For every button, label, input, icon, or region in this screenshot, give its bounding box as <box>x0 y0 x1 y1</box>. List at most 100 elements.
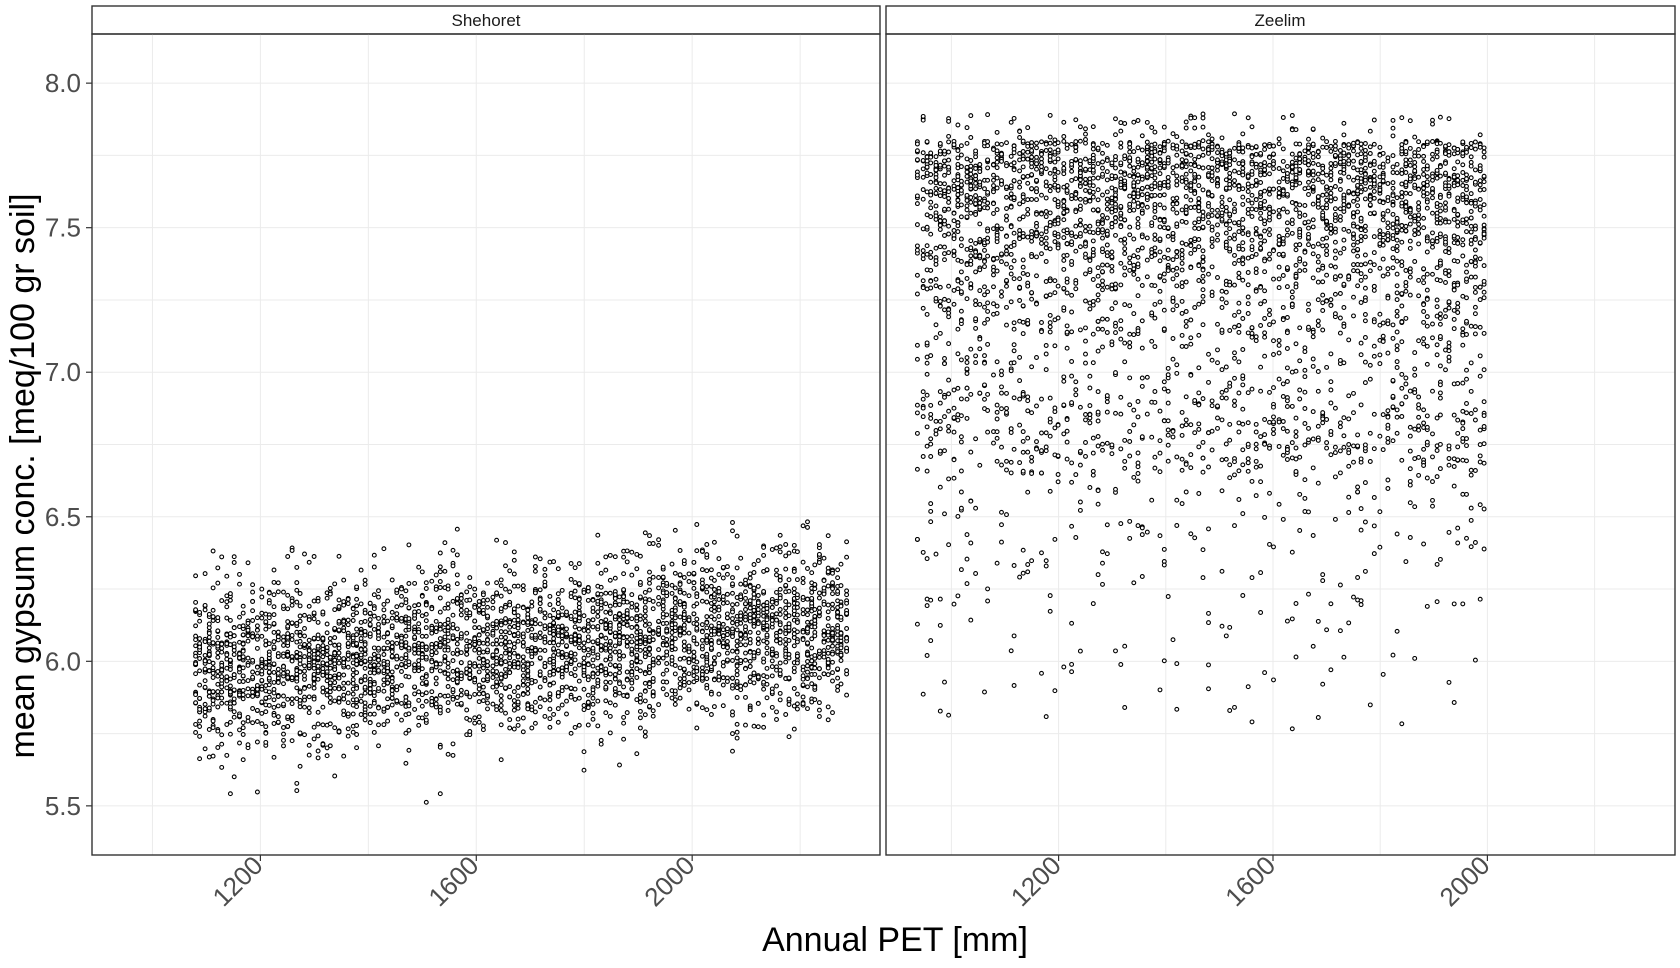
scatter-point <box>424 626 428 630</box>
scatter-point <box>264 710 268 714</box>
scatter-point <box>1091 436 1095 440</box>
scatter-point <box>337 651 341 655</box>
scatter-point <box>822 655 826 659</box>
scatter-point <box>1005 279 1009 283</box>
scatter-point <box>1123 706 1127 710</box>
scatter-point <box>983 187 987 191</box>
scatter-point <box>748 572 752 576</box>
scatter-point <box>916 411 920 415</box>
scatter-point <box>731 749 735 753</box>
scatter-point <box>260 616 264 620</box>
scatter-point <box>512 699 516 703</box>
scatter-point <box>1128 194 1132 198</box>
scatter-point <box>765 652 769 656</box>
scatter-point <box>1044 215 1048 219</box>
scatter-point <box>1009 427 1013 431</box>
scatter-point <box>346 636 350 640</box>
scatter-point <box>220 555 224 559</box>
scatter-point <box>1074 536 1078 540</box>
scatter-point <box>1021 469 1025 473</box>
scatter-point <box>845 627 849 631</box>
scatter-point <box>826 534 830 538</box>
scatter-point <box>986 240 990 244</box>
scatter-point <box>1070 293 1074 297</box>
scatter-point <box>599 742 603 746</box>
scatter-point <box>1030 291 1034 295</box>
scatter-point <box>1105 143 1109 147</box>
scatter-point <box>521 659 525 663</box>
scatter-point <box>1018 461 1022 465</box>
scatter-point <box>395 633 399 637</box>
scatter-point <box>1053 538 1057 542</box>
scatter-point <box>721 641 725 645</box>
scatter-point <box>787 626 791 630</box>
scatter-point <box>1005 245 1009 249</box>
scatter-point <box>604 568 608 572</box>
scatter-point <box>1062 218 1066 222</box>
scatter-point <box>929 437 933 441</box>
scatter-point <box>687 688 691 692</box>
scatter-point <box>651 575 655 579</box>
scatter-point <box>969 618 973 622</box>
scatter-point <box>1048 293 1052 297</box>
scatter-point <box>657 656 661 660</box>
scatter-point <box>995 410 999 414</box>
scatter-point <box>604 623 608 627</box>
scatter-point <box>395 665 399 669</box>
scatter-point <box>1079 139 1083 143</box>
scatter-point <box>618 691 622 695</box>
scatter-point <box>792 544 796 548</box>
scatter-point <box>678 600 682 604</box>
scatter-point <box>921 115 925 119</box>
scatter-point <box>582 665 586 669</box>
scatter-point <box>701 630 705 634</box>
scatter-point <box>434 573 438 577</box>
scatter-point <box>321 690 325 694</box>
scatter-point <box>673 586 677 590</box>
scatter-point <box>1105 178 1109 182</box>
scatter-point <box>765 682 769 686</box>
scatter-point <box>1079 159 1083 163</box>
scatter-point <box>424 612 428 616</box>
scatter-point <box>198 619 202 623</box>
scatter-point <box>260 712 264 716</box>
scatter-point <box>359 602 363 606</box>
scatter-point <box>312 617 316 621</box>
scatter-point <box>534 648 538 652</box>
scatter-point <box>229 732 233 736</box>
scatter-point <box>1084 418 1088 422</box>
scatter-point <box>806 670 810 674</box>
scatter-point <box>947 201 951 205</box>
scatter-point <box>831 592 835 596</box>
scatter-point <box>756 608 760 612</box>
scatter-point <box>916 622 920 626</box>
scatter-point <box>569 578 573 582</box>
scatter-point <box>618 664 622 668</box>
scatter-point <box>608 624 612 628</box>
scatter-point <box>1105 410 1109 414</box>
scatter-point <box>238 714 242 718</box>
scatter-point <box>508 620 512 624</box>
scatter-point <box>1044 142 1048 146</box>
scatter-point <box>569 686 573 690</box>
scatter-point <box>1091 332 1095 336</box>
scatter-point <box>1070 360 1074 364</box>
scatter-point <box>1114 301 1118 305</box>
scatter-point <box>1062 379 1066 383</box>
scatter-point <box>801 683 805 687</box>
scatter-point <box>198 683 202 687</box>
scatter-point <box>1123 360 1127 364</box>
scatter-point <box>613 597 617 601</box>
scatter-point <box>1044 149 1048 153</box>
scatter-point <box>424 655 428 659</box>
scatter-point <box>625 644 629 648</box>
scatter-point <box>286 555 290 559</box>
scatter-point <box>1079 500 1083 504</box>
scatter-point <box>752 596 756 600</box>
scatter-point <box>618 671 622 675</box>
scatter-point <box>1114 331 1118 335</box>
scatter-point <box>1096 489 1100 493</box>
scatter-point <box>282 590 286 594</box>
scatter-point <box>929 173 933 177</box>
scatter-point <box>438 637 442 641</box>
